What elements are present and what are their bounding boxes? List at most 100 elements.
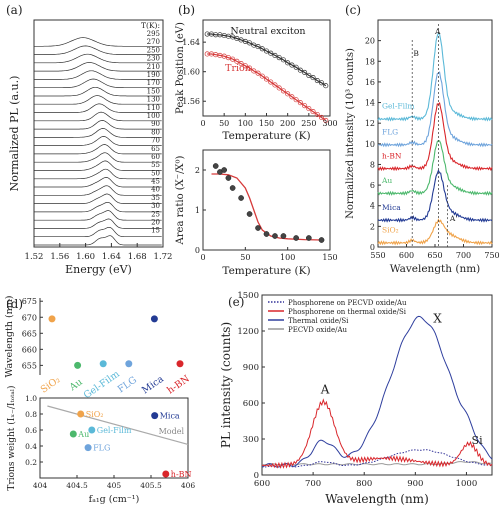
temperature-label-170: 170: [147, 79, 160, 87]
panel-c-ytick-label: 18: [365, 57, 375, 66]
substrate-label-3: Au: [381, 176, 392, 185]
data-point: [242, 63, 248, 69]
substrate-label-4: Mica: [382, 203, 401, 212]
trion-weight-point: [84, 444, 92, 452]
temperature-label-65: 65: [151, 145, 160, 153]
panel-b-ytick-label: 1.56: [182, 97, 200, 106]
panel-c-ytick-label: 14: [365, 99, 375, 108]
panel-c-ytick-label: 4: [370, 202, 375, 211]
annotation-A-prime: A': [449, 214, 457, 223]
area-ratio-point: [293, 235, 299, 241]
panel-d-ytick-label: 675: [22, 297, 37, 306]
spectrum-150K: [34, 95, 162, 105]
data-point: [297, 100, 303, 106]
panel-d2-xtick-label: 404: [33, 481, 48, 490]
legend-entry-0: Phosphorene on PECVD oxide/Au: [288, 299, 407, 307]
panel-b-xlabel: Temperature (K): [222, 130, 310, 142]
wavelength-point: [176, 360, 184, 368]
annotation-X: X: [433, 312, 442, 326]
data-point: [306, 106, 312, 112]
series-thermal-oxide-si: [261, 315, 493, 468]
panel-c-xtick-label: 750: [484, 251, 499, 260]
panel-a-xtick-label: 1.60: [76, 252, 95, 262]
area-ratio-point: [229, 185, 236, 191]
annotation-Si: Si: [472, 434, 484, 447]
panel-b2-ytick-label: 2: [195, 166, 200, 175]
temperature-label-90: 90: [151, 120, 160, 128]
data-point: [263, 48, 270, 54]
panel-e-xtick-label: 700: [305, 479, 321, 489]
panel-d-ytick-label: 665: [22, 329, 37, 338]
panel-d2-xtick-label: 406: [181, 481, 196, 490]
spectrum-295K: [34, 37, 162, 47]
panel-b2-xlabel: Temperature (K): [222, 265, 310, 277]
data-point: [293, 97, 299, 103]
area-ratio-point: [255, 225, 261, 231]
temperature-label-70: 70: [151, 137, 160, 145]
spectrum-230K: [34, 62, 162, 72]
panel-e-xlabel: Wavelength (nm): [325, 492, 429, 506]
panel-label-c: (c): [345, 3, 361, 17]
panel-b2-ylabel: Area ratio (X⁻/X⁰): [175, 155, 186, 245]
data-point: [314, 78, 320, 84]
data-point: [255, 70, 261, 76]
panel-b2-xtick-label: 100: [280, 253, 295, 262]
panel-d2-xlabel: fₐ₁g (cm⁻¹): [89, 494, 140, 505]
panel-e-ytick-label: 1500: [237, 291, 259, 301]
panel-b-ytick-label: 1.60: [182, 68, 200, 77]
substrate-label-0: Gel-Film: [382, 102, 414, 111]
spectrum-25K: [34, 218, 162, 229]
fit-line-0: [207, 33, 327, 87]
data-point: [268, 79, 274, 85]
data-point: [251, 68, 257, 74]
temperature-label-270: 270: [147, 38, 160, 46]
panel-b-ylabel: Peak Position (eV): [175, 22, 186, 114]
panel-b2-ytick-label: 1: [195, 206, 200, 215]
temperature-label-60: 60: [151, 153, 160, 161]
temperature-label-210: 210: [147, 63, 160, 71]
panel-d2-ylabel: Trions weight (Iₓ₋/Iₜₒₜₐₗ): [6, 385, 17, 490]
spectrum-35K: [34, 201, 162, 213]
spectrum-45K: [34, 185, 162, 196]
data-point: [302, 103, 308, 109]
trion-weight-point: [77, 410, 85, 418]
data-point: [323, 83, 329, 89]
spectrum-190K: [34, 78, 162, 89]
area-ratio-point: [225, 175, 232, 181]
panel-e-xtick-label: 1000: [456, 479, 478, 489]
data-point: [247, 65, 253, 71]
panel-b-xtick-label: 250: [301, 119, 316, 128]
panel-b2-ytick-label: 0: [195, 246, 200, 255]
panel-b-xtick-label: 100: [238, 119, 253, 128]
spectrum-110K: [34, 111, 162, 122]
temperature-label-295: 295: [147, 30, 160, 38]
trion-point-label: SiO₂: [86, 410, 104, 419]
panel-c-ytick-label: 8: [370, 160, 375, 169]
series-phosphorene-thermal: [261, 398, 493, 469]
wavelength-point: [99, 360, 107, 368]
panel-d2-ytick-label: 1.0: [25, 394, 37, 403]
data-point: [314, 111, 320, 118]
area-ratio-fit: [211, 173, 322, 241]
spectrum-30K: [34, 210, 162, 221]
data-point: [255, 44, 261, 50]
data-point: [276, 55, 282, 61]
temperature-label-230: 230: [147, 55, 160, 63]
temperature-label-25: 25: [151, 210, 160, 218]
spectrum-2: [377, 101, 493, 172]
spectrum-70K: [34, 144, 162, 155]
panel-e-xtick-label: 900: [407, 479, 423, 489]
data-point: [293, 64, 299, 70]
wavelength-point: [48, 315, 56, 323]
area-ratio-point: [221, 167, 228, 173]
substrate-label-5: SiO₂: [382, 226, 399, 235]
panel-b-xtick-label: 300: [322, 119, 337, 128]
panel-e-ytick-label: 1200: [237, 327, 259, 337]
panel-b2-xtick-label: 150: [322, 253, 337, 262]
spectrum-20K: [34, 226, 162, 238]
panel-a-ylabel: Normalized PL (a.u.): [8, 76, 21, 192]
temperature-legend-title: T(K):: [141, 21, 160, 30]
trion-point-label: h-BN: [171, 470, 192, 479]
wavelength-point: [125, 360, 133, 368]
panel-c-xlabel: Wavelength (nm): [390, 263, 481, 275]
